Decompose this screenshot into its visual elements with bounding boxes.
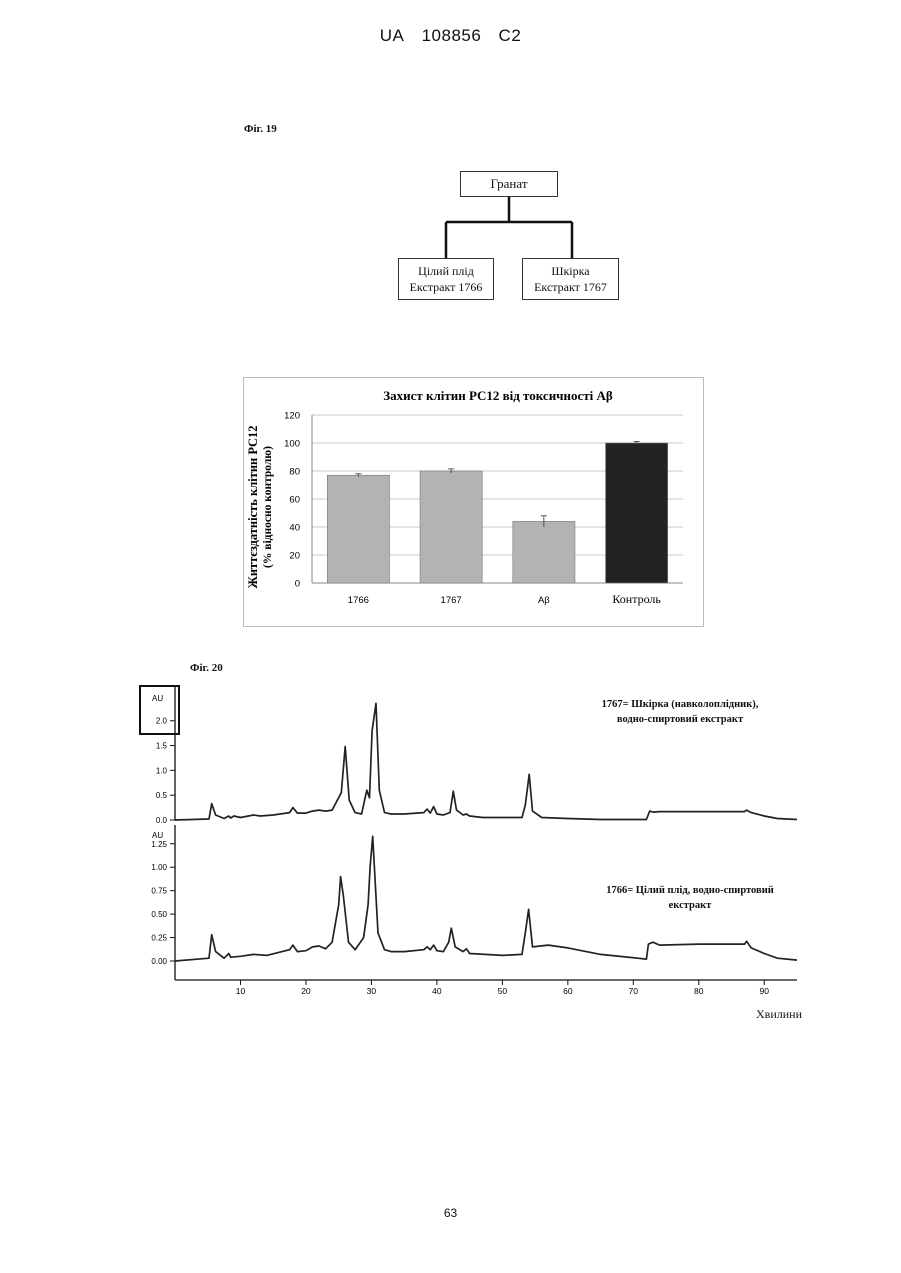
bar-chart-ylabel-2: (% відносно контролю) (262, 446, 274, 568)
chromatogram-xtick-label: 40 (432, 986, 442, 996)
bar-1766 (327, 475, 389, 583)
legend-1767: 1767= Шкірка (навколоплідник), водно-спи… (560, 697, 800, 727)
bar-chart-ylabel-1: Життєздатність клітин PC12 (246, 425, 260, 588)
tree-right-line2: Екстракт 1767 (523, 279, 618, 295)
bar-category-label: Контроль (612, 592, 661, 606)
bar-1767 (420, 471, 482, 583)
chromatogram-1767-ytick-label: 2.0 (156, 717, 168, 726)
legend-1766-line2: екстракт (575, 898, 805, 913)
tree-root-box: Гранат (460, 171, 558, 197)
bar-ytick-label: 40 (289, 523, 300, 534)
bar-category-label: 1767 (441, 595, 462, 606)
chromatogram-1767-ytick-label: 0.0 (156, 816, 168, 825)
chromatogram-xtick-label: 10 (236, 986, 246, 996)
chromatogram-plot-area: 0.0 0.5 1.0 1.5 2.0 0.00 0.25 0.50 0.75 1.00 1.25 1… (151, 686, 797, 996)
chromatogram-xtick-label: 90 (760, 986, 770, 996)
chromatogram-xtick-label: 60 (563, 986, 573, 996)
chromatogram-1766-ytick-label: 0.75 (151, 887, 167, 896)
chromatogram-1767-ytick-label: 1.5 (156, 742, 168, 751)
tree-root-label: Гранат (490, 176, 527, 191)
chromatogram-xtick-label: 30 (367, 986, 377, 996)
bar-ytick-label: 60 (289, 495, 300, 506)
legend-1767-line2: водно-спиртовий екстракт (560, 712, 800, 727)
tree-left-line2: Екстракт 1766 (399, 279, 493, 295)
bar-ytick-label: 0 (295, 579, 300, 590)
figure-20-label: Фіг. 20 (190, 662, 223, 674)
legend-1767-line1: 1767= Шкірка (навколоплідник), (560, 697, 800, 712)
tree-right-box: Шкірка Екстракт 1767 (522, 258, 619, 300)
chromatogram-1767-ytick-label: 1.0 (156, 766, 168, 775)
bar-Контроль (606, 443, 668, 583)
x-axis-label-minutes: Хвилини (756, 1007, 802, 1022)
chromatogram-1767-ytick-label: 0.5 (156, 791, 168, 800)
legend-1766-line1: 1766= Цілий плід, водно-спиртовий (575, 883, 805, 898)
bar-chart-title: Захист клітин PC12 від токсичності Aβ (383, 388, 613, 403)
chromatogram-1766-ytick-label: 0.25 (151, 934, 167, 943)
chromatogram-1766-ytick-label: 0.00 (151, 957, 167, 966)
bar-category-label: 1766 (348, 595, 369, 606)
chromatogram-1766-ytick-label: 0.50 (151, 910, 167, 919)
tree-left-box: Цілий плід Екстракт 1766 (398, 258, 494, 300)
lower-au-label: AU (152, 831, 163, 840)
bar-Aβ (513, 521, 575, 583)
chromatogram-1766-ytick-label: 1.00 (151, 863, 167, 872)
page-number: 63 (0, 1206, 901, 1220)
bar-category-label: Aβ (538, 595, 550, 606)
upper-au-label: AU (152, 694, 163, 703)
legend-1766: 1766= Цілий плід, водно-спиртовий екстра… (575, 883, 805, 913)
chromatogram-xtick-label: 50 (498, 986, 508, 996)
chromatogram-xtick-label: 20 (301, 986, 311, 996)
bar-ytick-label: 20 (289, 551, 300, 562)
bar-ytick-label: 80 (289, 467, 300, 478)
chromatogram-xtick-label: 80 (694, 986, 704, 996)
chromatogram-xtick-label: 70 (629, 986, 639, 996)
tree-right-line1: Шкірка (523, 263, 618, 279)
bar-plot-area: 0 20 40 60 80 100 120 1766 1767 Aβ Контроль (284, 411, 683, 607)
bar-chart: Захист клітин PC12 від токсичності Aβ Жи… (243, 377, 704, 627)
bar-ytick-label: 120 (284, 411, 300, 422)
tree-left-line1: Цілий плід (399, 263, 493, 279)
bar-ytick-label: 100 (284, 439, 300, 450)
chromatogram: AU AU 0.0 0.5 1.0 1.5 2.0 0.00 0.25 0.50 0.75 1.0… (0, 680, 901, 1010)
chromatogram-1766-ytick-label: 1.25 (151, 840, 167, 849)
